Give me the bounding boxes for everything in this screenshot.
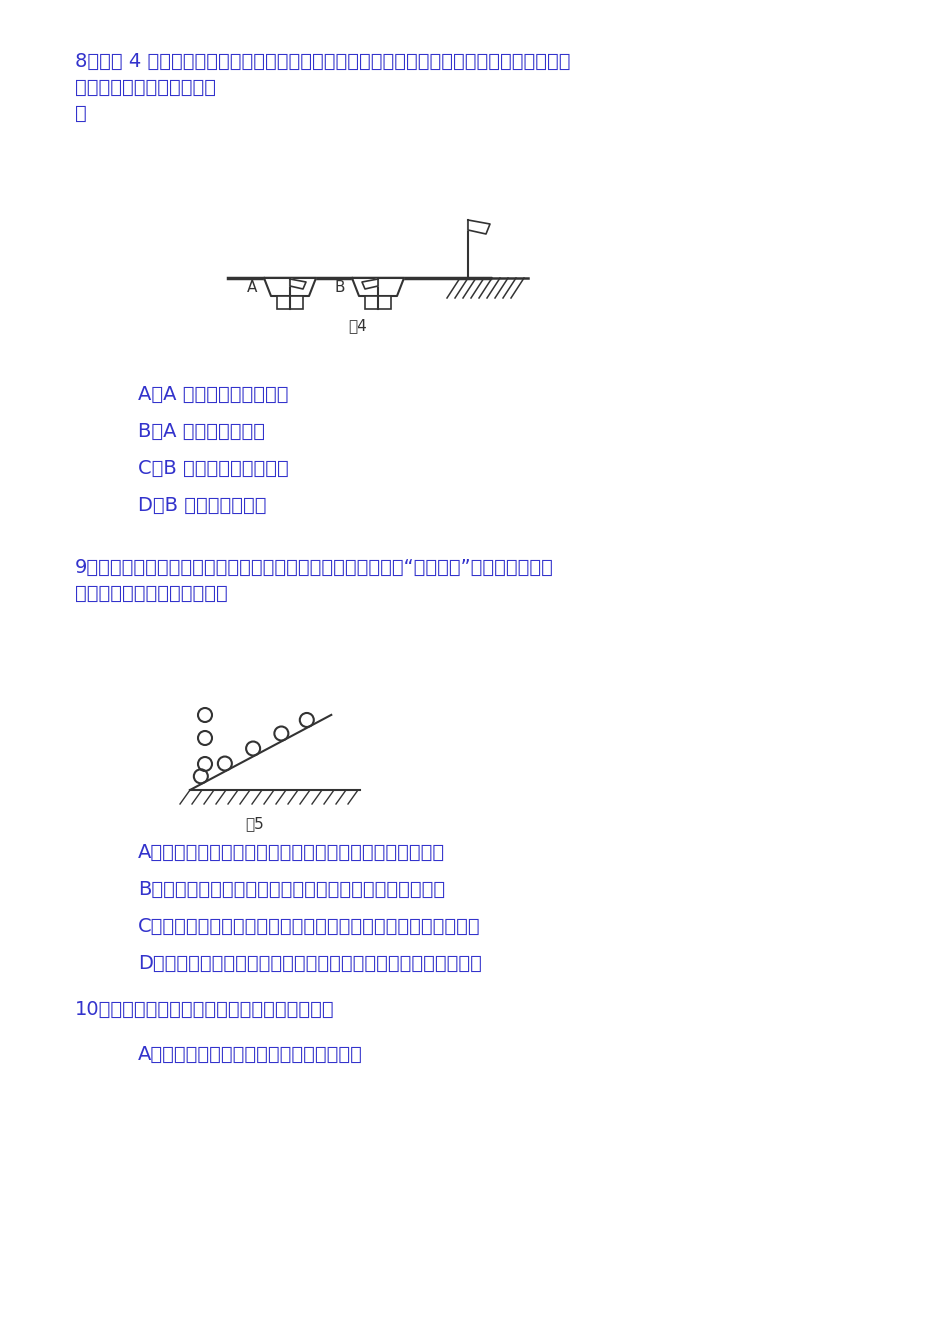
Polygon shape [264,278,316,296]
Text: A．物体的速度转变量大，其加速度肯定大: A．物体的速度转变量大，其加速度肯定大 [138,1046,363,1064]
Text: 图5: 图5 [246,816,264,831]
Polygon shape [290,280,306,289]
Text: 9．伽利略为了争辩自由落体的规律，将落体试验转化为有名的“斜面试验”，对于这个争辩: 9．伽利略为了争辩自由落体的规律，将落体试验转化为有名的“斜面试验”，对于这个争… [75,558,554,577]
Text: 图4: 图4 [349,319,368,333]
Text: D．B 船可能是静止的: D．B 船可能是静止的 [138,496,267,515]
Text: C．B 船确定是向右运动的: C．B 船确定是向右运动的 [138,460,289,478]
Text: 过程，以下说法正确的选项是: 过程，以下说法正确的选项是 [75,585,228,603]
Text: B: B [334,280,345,294]
Text: 8．如图 4 所示，由于风的原因，河岸上的旗帜向右飘，在河面上的两条船上的旗帜分别向右: 8．如图 4 所示，由于风的原因，河岸上的旗帜向右飘，在河面上的两条船上的旗帜分… [75,52,571,71]
Polygon shape [362,280,378,289]
Text: B．A 船确定是静止的: B．A 船确定是静止的 [138,422,265,441]
Polygon shape [468,220,490,234]
Text: C．通过对斜面试验的观看与计算，直接得到自由落体的运动规律: C．通过对斜面试验的观看与计算，直接得到自由落体的运动规律 [138,917,481,935]
Text: B．伽利略通过斜面试验验证了力不是维持物体运动的缘由: B．伽利略通过斜面试验验证了力不是维持物体运动的缘由 [138,880,446,899]
Text: 和向左飘，两条船运动状态: 和向左飘，两条船运动状态 [75,78,216,97]
Polygon shape [352,278,404,296]
Text: A．A 船确定是向左运动的: A．A 船确定是向左运动的 [138,384,289,405]
Text: D．依据斜面试验结论进展合理的外推，得到自由落体的运动规律: D．依据斜面试验结论进展合理的外推，得到自由落体的运动规律 [138,954,482,973]
Bar [277,296,303,309]
Text: 是: 是 [75,103,86,124]
Text: A．斜面试验放大了重力的作用，便于测量小球运动的路程: A．斜面试验放大了重力的作用，便于测量小球运动的路程 [138,843,446,862]
Bar [365,296,391,309]
Text: A: A [247,280,257,294]
Text: 10．关于速度和加速度，以下说法正确的选项是: 10．关于速度和加速度，以下说法正确的选项是 [75,1000,334,1019]
